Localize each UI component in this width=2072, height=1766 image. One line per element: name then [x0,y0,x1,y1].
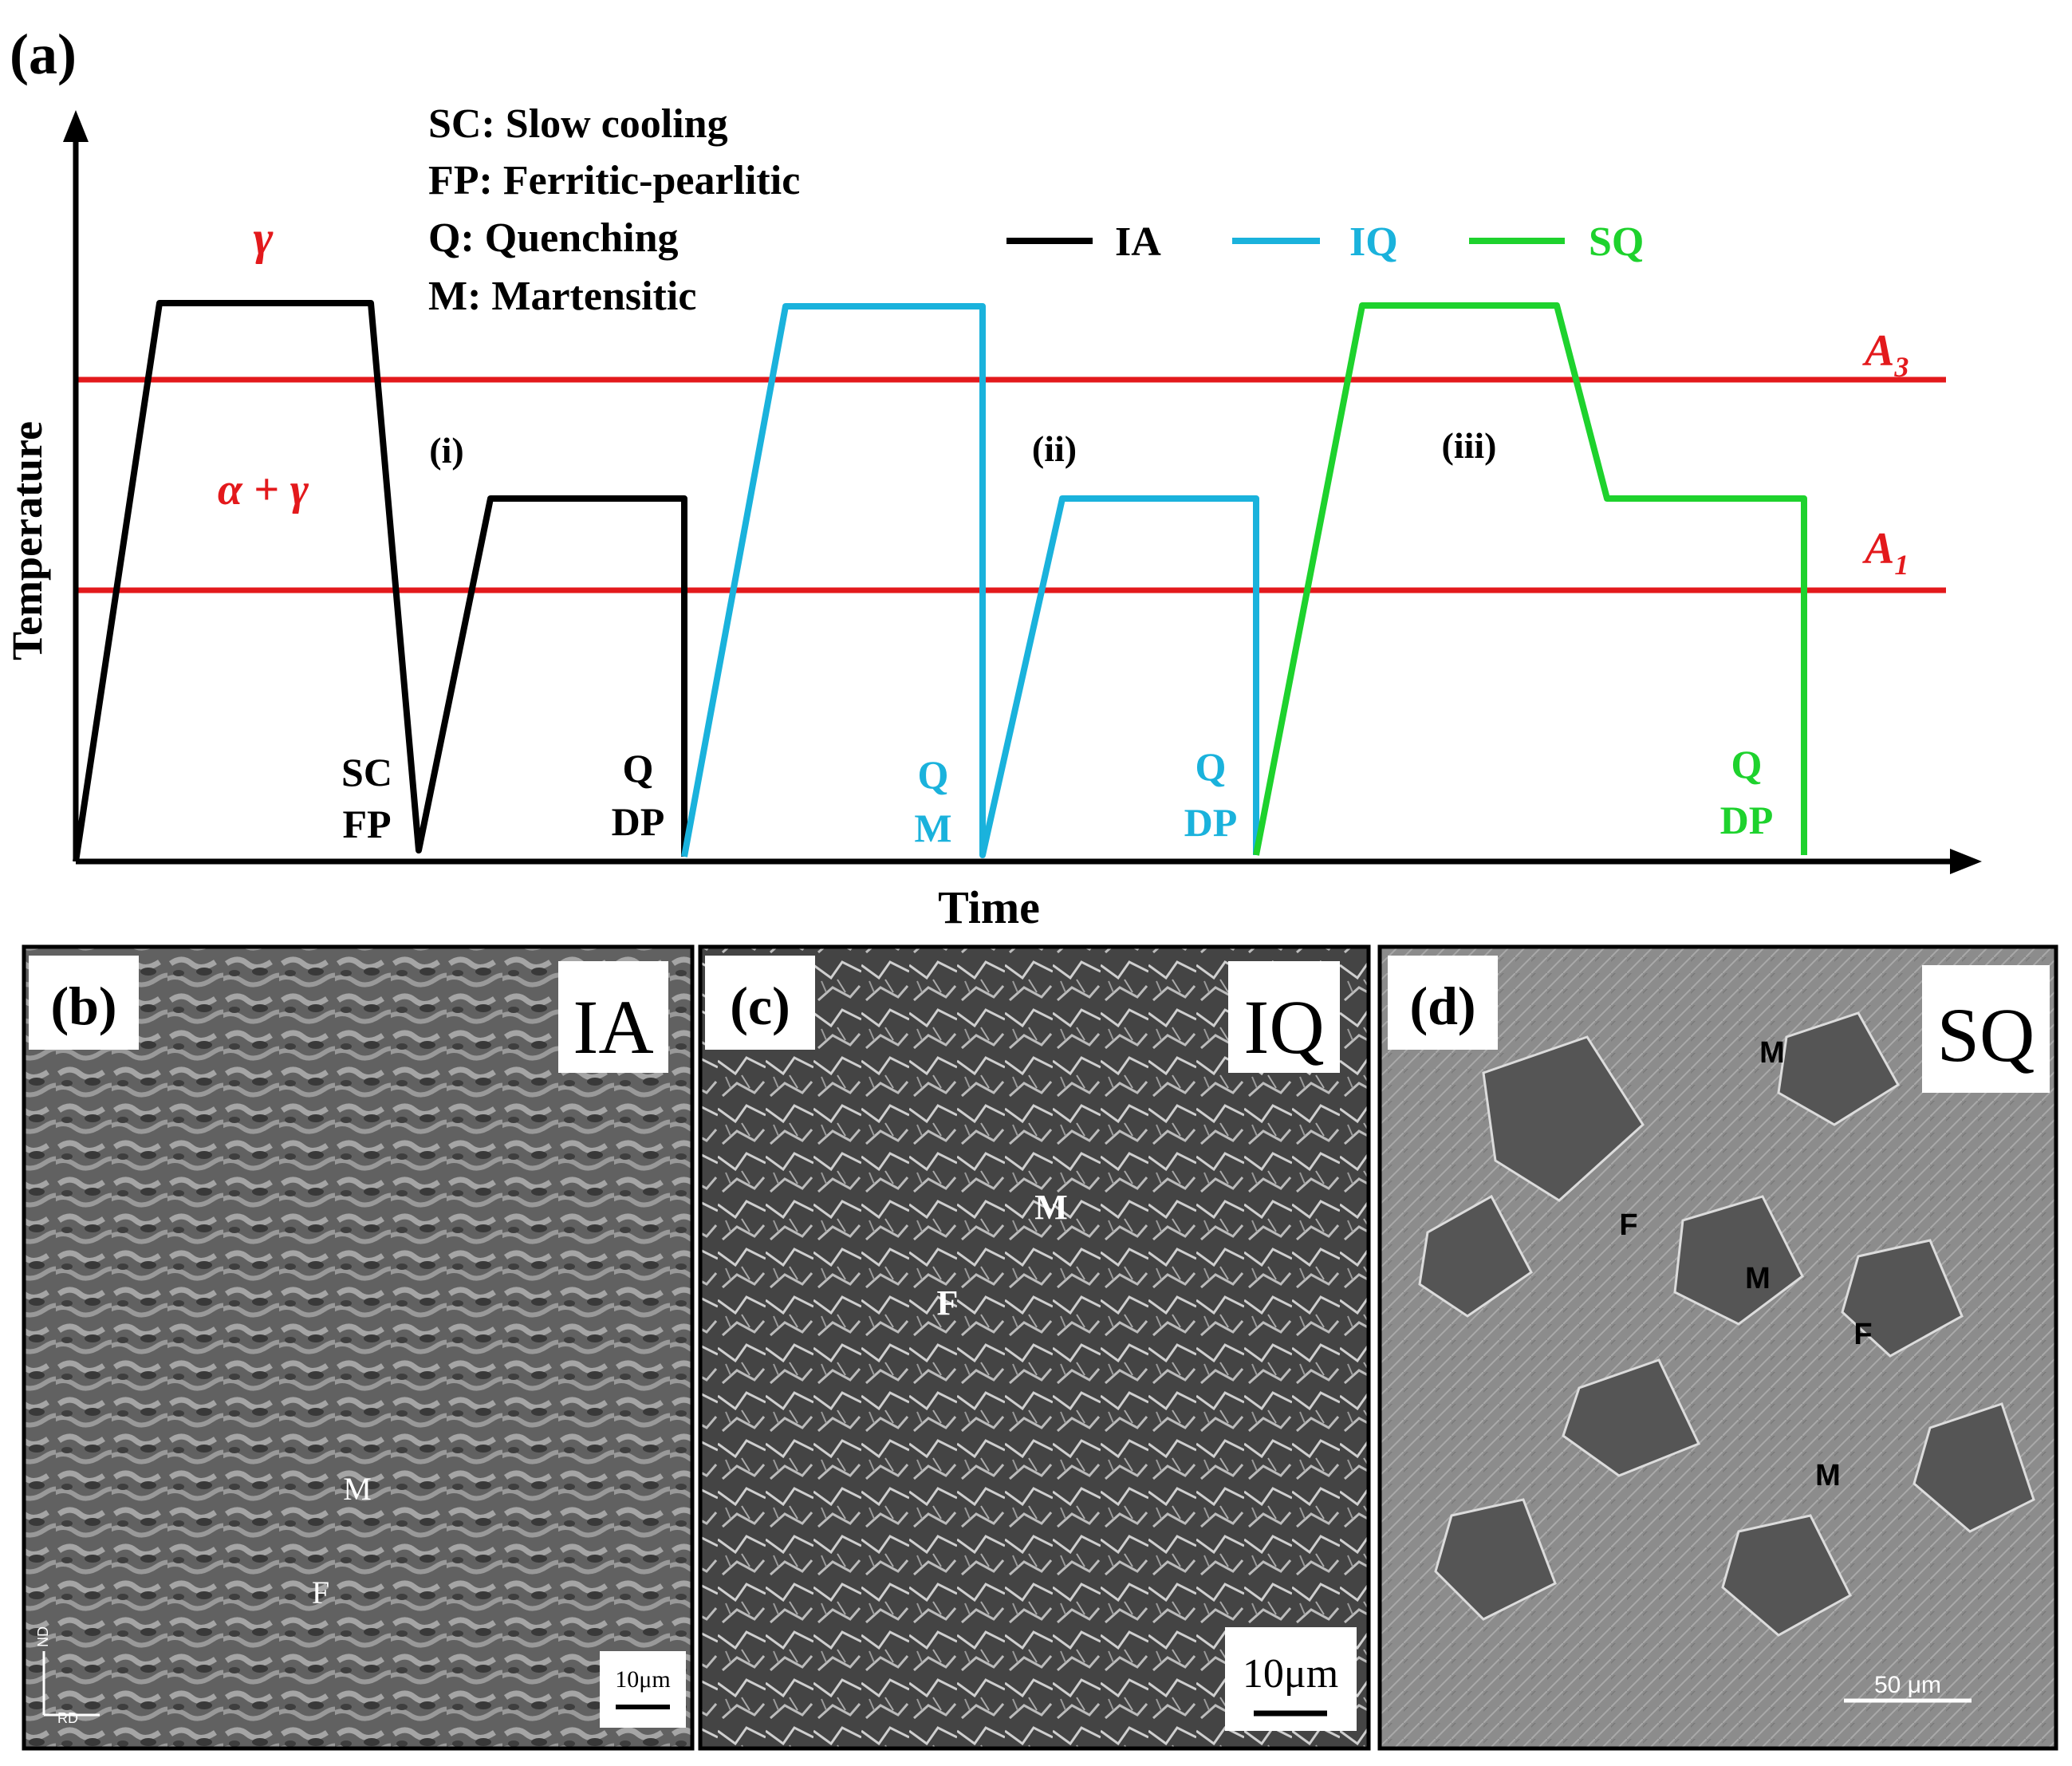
scale-label-c: 10μm [1243,1651,1338,1697]
step-label-q-4: Q [1731,742,1763,786]
step-label-q-2: Q [918,752,949,797]
gamma-phase-label: γ [254,211,274,264]
phase-label-f-d-1: F [1619,1208,1637,1242]
step-label-q-1: Q [623,746,654,790]
phase-label-m-d-2: M [1745,1262,1771,1295]
iq-profile [681,303,1259,858]
micrograph-c-frame [698,944,1371,1751]
tag-box-iq [1228,961,1340,1073]
a1-label: A1 [1862,524,1909,581]
step-label-dp-3: DP [1184,800,1238,845]
scale-label-d: 50 μm [1874,1672,1941,1698]
temperature-axis-arrow [63,110,89,142]
step-label-m: M [914,806,951,850]
micrograph-c-image [700,947,1369,1748]
phase-label-m-d-3: M [1815,1459,1841,1492]
definition-sc: SC: Slow cooling [428,101,728,147]
micrograph-tag-iq: IQ [1243,984,1324,1070]
legend-label-sq: SQ [1589,219,1644,265]
phase-label-m-b: M [343,1471,372,1507]
micrograph-b-shading [24,947,692,1748]
micrograph-b-ia: (b) IA M F ND RD 10μm [22,944,695,1751]
micrograph-b-frame [22,944,695,1751]
phase-label-m-c: M [1034,1188,1068,1227]
legend: IA IQ SQ [1006,219,1644,265]
phase-label-m-d-1: M [1759,1036,1785,1070]
panel-b-label: (b) [50,976,116,1036]
phase-label-f-b: F [312,1575,329,1610]
route-iii-label: (iii) [1442,425,1497,466]
micrograph-d-sq: (d) SQ M F M F M 50 μm [1377,944,2058,1751]
a3-label: A3 [1862,326,1909,383]
panel-c-label: (c) [730,976,790,1036]
definition-fp: FP: Ferritic-pearlitic [428,158,800,203]
micrograph-b-image [24,947,692,1748]
legend-label-iq: IQ [1349,219,1398,265]
alpha-gamma-phase-label: α + γ [218,465,309,514]
step-label-q-3: Q [1196,744,1227,789]
panel-a-label: (a) [10,22,77,86]
micrograph-d-ferrite-grains [1418,1011,2035,1637]
time-axis-label: Time [938,881,1040,933]
panel-d-label: (d) [1409,976,1475,1036]
label-box-c [705,956,815,1050]
time-axis-arrow [1950,849,1982,874]
axis-label-nd: ND [35,1626,51,1647]
micrograph-tag-ia: IA [573,984,653,1070]
scale-label-b: 10μm [615,1666,670,1693]
scale-box-b [600,1651,686,1728]
definition-m: M: Martensitic [428,274,696,319]
phase-label-f-d-2: F [1853,1318,1872,1351]
step-label-fp: FP [342,802,391,846]
phase-label-f-c: F [937,1283,959,1323]
micrograph-c-iq: (c) IQ M F 10μm [698,944,1371,1751]
step-label-sc: SC [341,750,392,794]
micrograph-d-frame [1377,944,2058,1751]
micrograph-tag-sq: SQ [1937,992,2035,1078]
label-box-d [1388,956,1498,1050]
tag-box-ia [558,961,668,1073]
panel-a-heat-treatment-diagram: (a) Temperature Time SC: Slow cooling FP… [3,22,1982,933]
ia-profile [73,300,687,862]
sq-profile [1253,302,1807,856]
legend-label-ia: IA [1115,219,1161,265]
step-label-dp-1: DP [612,799,665,844]
route-i-label: (i) [429,430,463,471]
tag-box-sq [1922,965,2050,1093]
route-ii-label: (ii) [1032,428,1077,469]
abbreviation-list: SC: Slow cooling FP: Ferritic-pearlitic … [428,101,800,319]
label-box-b [29,956,139,1050]
definition-q: Q: Quenching [428,215,679,261]
temperature-axis-label: Temperature [3,421,51,660]
step-label-dp-4: DP [1720,798,1774,842]
axis-label-rd: RD [57,1710,78,1726]
